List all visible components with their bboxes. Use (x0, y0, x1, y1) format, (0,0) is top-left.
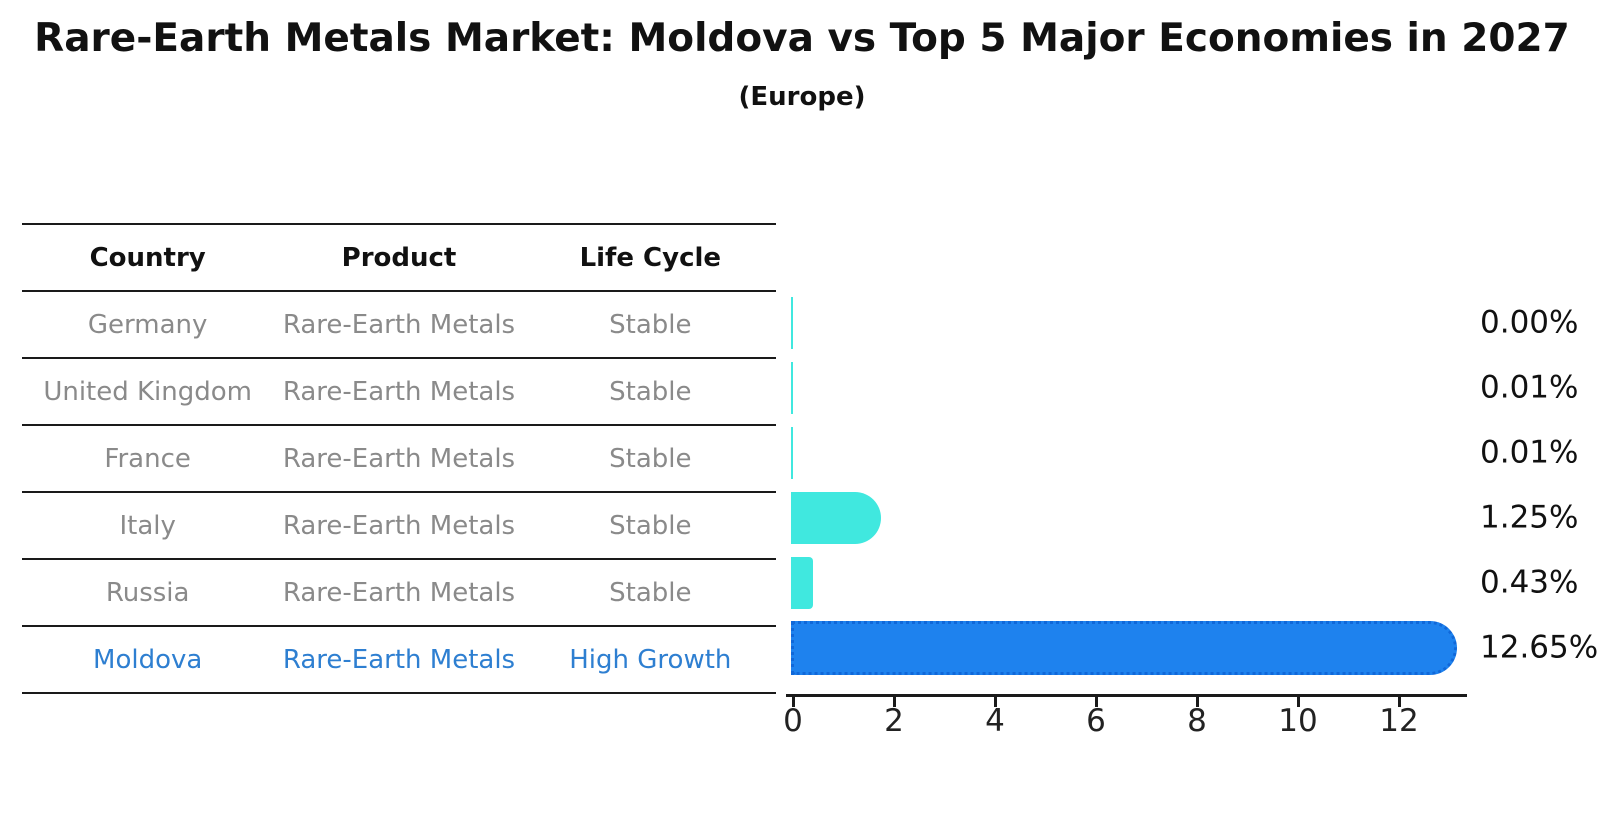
table-row: Moldova Rare-Earth Metals High Growth (22, 627, 776, 694)
cell-lifecycle: Stable (609, 443, 692, 474)
table-row: Italy Rare-Earth Metals Stable (22, 493, 776, 560)
table-row: France Rare-Earth Metals Stable (22, 426, 776, 493)
cell-lifecycle: Stable (609, 510, 692, 541)
header-cell-lifecycle: Life Cycle (579, 242, 722, 273)
cell-product: Rare-Earth Metals (282, 376, 516, 407)
cell-product: Rare-Earth Metals (282, 309, 516, 340)
cell-lifecycle: High Growth (569, 644, 732, 675)
table-header-row: Country Product Life Cycle (22, 225, 776, 292)
value-label: 0.01% (1480, 434, 1579, 470)
x-axis-line (786, 694, 1467, 697)
x-tick-label: 10 (1278, 703, 1318, 739)
cell-product: Rare-Earth Metals (282, 510, 516, 541)
x-tick (1095, 696, 1098, 707)
bar-russia (791, 556, 813, 609)
x-tick-label: 2 (884, 703, 904, 739)
value-label: 0.00% (1480, 304, 1579, 340)
cell-product: Rare-Earth Metals (282, 644, 516, 675)
bar-france (791, 426, 793, 479)
x-tick-label: 8 (1187, 703, 1207, 739)
x-tick-label: 0 (783, 703, 803, 739)
bar-united-kingdom (791, 361, 793, 414)
value-label: 0.43% (1480, 564, 1579, 600)
table-row: United Kingdom Rare-Earth Metals Stable (22, 359, 776, 426)
table-row: Germany Rare-Earth Metals Stable (22, 292, 776, 359)
value-label: 0.01% (1480, 369, 1579, 405)
header-cell-product: Product (341, 242, 457, 273)
data-table: Country Product Life Cycle Germany Rare-… (22, 223, 776, 694)
cell-country: Moldova (93, 644, 203, 675)
x-tick (994, 696, 997, 707)
x-tick-label: 4 (985, 703, 1005, 739)
table-body: Germany Rare-Earth Metals Stable United … (22, 292, 776, 694)
x-tick (1297, 696, 1300, 707)
cell-lifecycle: Stable (609, 309, 692, 340)
header-cell-country: Country (89, 242, 206, 273)
cell-lifecycle: Stable (609, 376, 692, 407)
x-tick (792, 696, 795, 707)
cell-product: Rare-Earth Metals (282, 443, 516, 474)
cell-country: France (104, 443, 191, 474)
cell-country: United Kingdom (43, 376, 252, 407)
cell-country: Germany (87, 309, 208, 340)
bar-italy (791, 491, 882, 544)
value-label: 1.25% (1480, 499, 1579, 535)
x-tick-label: 12 (1379, 703, 1419, 739)
cell-country: Italy (119, 510, 176, 541)
cell-lifecycle: Stable (609, 577, 692, 608)
cell-country: Russia (105, 577, 190, 608)
cell-product: Rare-Earth Metals (282, 577, 516, 608)
x-tick (1398, 696, 1401, 707)
x-tick-label: 6 (1086, 703, 1106, 739)
page-subtitle: (Europe) (738, 82, 866, 112)
table-row: Russia Rare-Earth Metals Stable (22, 560, 776, 627)
x-tick (1196, 696, 1199, 707)
page-title: Rare-Earth Metals Market: Moldova vs Top… (34, 16, 1570, 61)
bar-germany (791, 296, 793, 349)
bar-moldova (791, 620, 1457, 675)
x-tick (893, 696, 896, 707)
value-label: 12.65% (1480, 629, 1599, 665)
